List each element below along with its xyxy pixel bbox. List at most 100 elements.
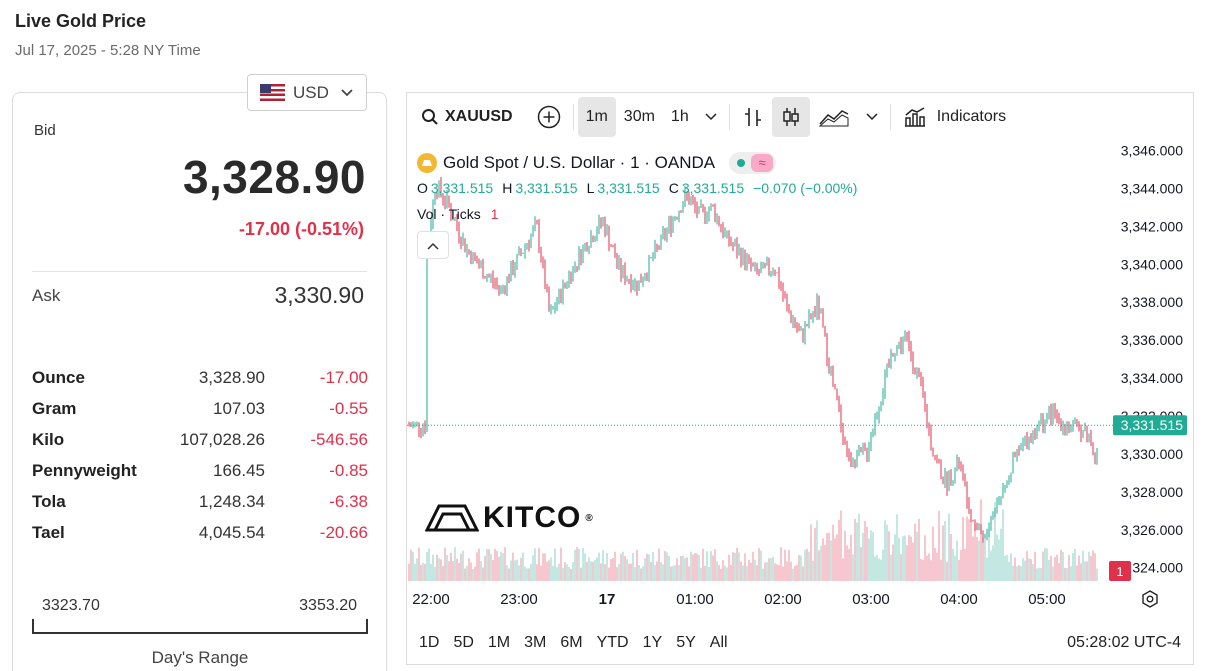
unit-name: Ounce: [32, 367, 85, 387]
toolbar-divider: [728, 104, 730, 130]
chart-type-dropdown-button[interactable]: [858, 97, 886, 137]
volume-bar: [726, 567, 728, 581]
volume-bar: [452, 561, 454, 581]
volume-bar: [680, 556, 682, 581]
range-3m-button[interactable]: 3M: [524, 634, 547, 651]
volume-bar: [1070, 566, 1072, 581]
volume-bar: [888, 531, 890, 581]
volume-bar: [604, 564, 606, 581]
volume-bar: [722, 560, 724, 581]
volume-bar: [890, 554, 892, 581]
volume-bar: [806, 548, 808, 581]
settings-icon: [1142, 590, 1158, 608]
range-5y-button[interactable]: 5Y: [676, 634, 696, 651]
unit-row-tola: Tola 1,248.34 -6.38: [32, 486, 368, 517]
volume-bar: [770, 558, 772, 581]
close-label: C: [668, 180, 679, 196]
volume-bar: [556, 567, 558, 581]
volume-bar: [808, 551, 810, 581]
volume-bar: [1060, 549, 1062, 581]
volume-bar: [874, 556, 876, 581]
bar-chart-type-button[interactable]: [734, 97, 772, 137]
chart-toolbar: XAUUSD 1m 30m 1h Indicators: [407, 93, 1193, 141]
price-axis-tick-label: 3,340.000: [1121, 256, 1183, 272]
volume-bar: [510, 560, 512, 581]
time-axis-tick-label: 17: [599, 591, 616, 608]
close-value: 3,331.515: [681, 180, 745, 196]
volume-bar: [792, 568, 794, 581]
chart-legend-title: Gold Spot / U.S. Dollar · 1 · OANDA ≈: [417, 152, 777, 174]
range-6m-button[interactable]: 6M: [560, 634, 583, 651]
interval-dropdown-button[interactable]: [697, 97, 725, 137]
chevron-down-icon: [705, 113, 717, 121]
unit-price: 1,248.34: [198, 491, 265, 511]
collapse-legend-button[interactable]: [417, 231, 449, 259]
volume-bar: [986, 557, 988, 581]
volume-bar: [562, 567, 564, 581]
interval-30m-button[interactable]: 30m: [623, 108, 655, 125]
volume-bar: [802, 566, 804, 581]
unit-name: Kilo: [32, 429, 65, 449]
bid-price: 3,328.90: [182, 151, 366, 203]
price-axis-tick-label: 3,342.000: [1121, 218, 1183, 234]
gold-coin-icon: [417, 153, 437, 173]
volume-bar: [778, 565, 780, 581]
range-1m-button[interactable]: 1M: [487, 634, 511, 651]
price-axis-tick-label: 3,336.000: [1121, 332, 1183, 348]
price-axis-tick-label: 3,338.000: [1121, 294, 1183, 310]
volume-bar: [996, 534, 998, 581]
price-chart[interactable]: 3,346.000 3,344.000 3,342.000 3,340.000 3,33…: [407, 141, 1193, 621]
volume-bar: [530, 563, 532, 581]
indicators-button[interactable]: Indicators: [895, 97, 1014, 137]
area-chart-type-button[interactable]: [810, 97, 858, 137]
plus-circle-icon: [537, 105, 560, 129]
volume-legend: Vol · Ticks 1: [417, 206, 498, 222]
volume-bar: [706, 551, 708, 581]
volume-bar: [1064, 567, 1066, 581]
volume-bar: [424, 563, 426, 581]
range-1d-button[interactable]: 1D: [419, 634, 440, 651]
candles-chart-type-button[interactable]: [771, 97, 810, 137]
volume-bar: [960, 549, 962, 581]
range-all-button[interactable]: All: [709, 634, 728, 651]
chart-settings-button[interactable]: [1142, 590, 1158, 608]
volume-bars: [408, 499, 1098, 581]
volume-bar: [790, 561, 792, 581]
interval-1h-button[interactable]: 1h: [670, 108, 689, 125]
volume-bar: [702, 548, 704, 581]
volume-tag-text: 1: [1116, 564, 1123, 579]
ask-label: Ask: [32, 286, 61, 305]
volume-bar: [720, 568, 722, 581]
volume-bar: [1016, 566, 1018, 581]
compare-symbol-button[interactable]: [529, 97, 569, 137]
interval-1m-button[interactable]: 1m: [577, 97, 616, 137]
volume-bar: [460, 553, 462, 581]
volume-bar: [1076, 565, 1078, 581]
volume-bar: [704, 566, 706, 581]
volume-bar: [568, 566, 570, 581]
volume-bar: [1050, 555, 1052, 581]
volume-bar: [1036, 568, 1038, 581]
unit-row-pennyweight: Pennyweight 166.45 -0.85: [32, 455, 368, 486]
volume-bar: [668, 555, 670, 581]
range-1y-button[interactable]: 1Y: [642, 634, 663, 651]
change-value: −0.070 (−0.00%): [753, 180, 858, 196]
currency-select[interactable]: USD: [247, 74, 367, 111]
symbol-search-button[interactable]: XAUUSD: [413, 97, 521, 137]
market-status-pill[interactable]: ≈: [729, 152, 777, 174]
chart-clock[interactable]: 05:28:02 UTC-4: [1067, 634, 1181, 651]
volume-bar: [534, 548, 536, 581]
unit-price: 166.45: [213, 460, 265, 480]
volume-bar: [456, 558, 458, 581]
volume-bar: [852, 554, 854, 581]
range-5d-button[interactable]: 5D: [453, 634, 474, 651]
volume-bar: [442, 566, 444, 581]
volume-bar: [882, 549, 884, 581]
volume-bar: [472, 568, 474, 581]
unit-change: -6.38: [329, 491, 368, 511]
indicators-label: Indicators: [936, 108, 1007, 125]
toolbar-divider: [572, 104, 574, 130]
volume-bar: [832, 524, 834, 581]
volume-bar: [864, 520, 866, 581]
range-ytd-button[interactable]: YTD: [596, 634, 629, 651]
